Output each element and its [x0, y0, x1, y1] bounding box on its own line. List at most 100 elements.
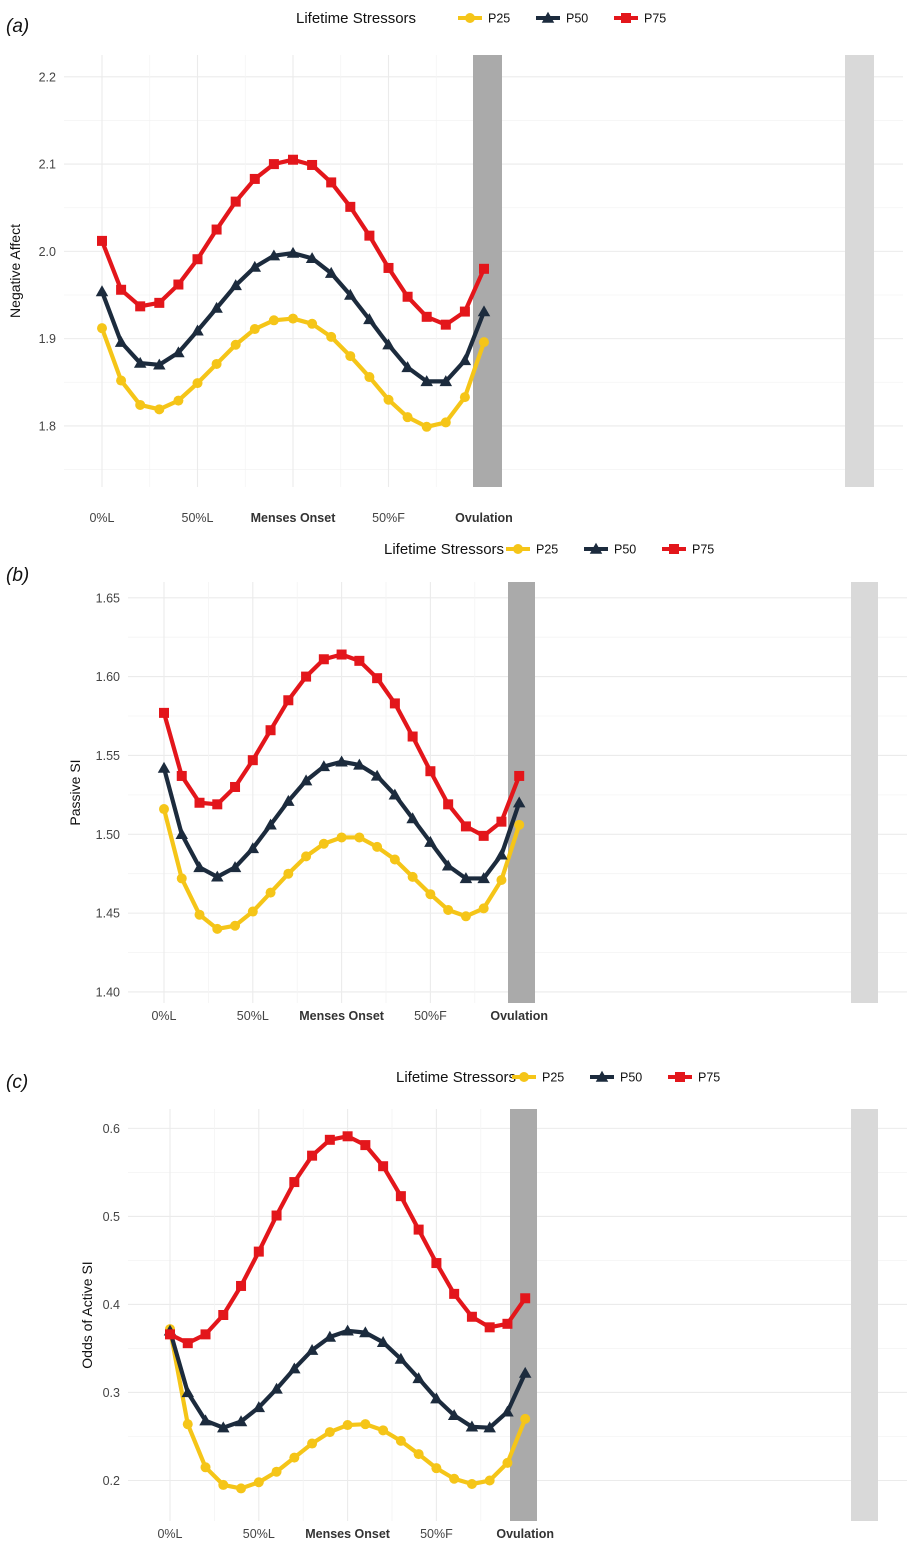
- data-point-p25: [520, 1413, 531, 1424]
- chart-panel-1: 1.8 1.9 2.0 2.1 2.2 0%L 50%L Menses Onset 50%F Ov…: [6, 10, 903, 525]
- data-point-p75: [176, 770, 187, 781]
- series-markers-p75: [165, 1131, 531, 1349]
- series-markers-p50: [95, 246, 491, 387]
- data-point-p25: [502, 1457, 513, 1468]
- panel-label: (a): [6, 16, 29, 37]
- data-point-p25: [236, 1483, 247, 1494]
- data-point-p75: [502, 1318, 513, 1329]
- data-point-p75: [265, 725, 276, 736]
- data-point-p75: [247, 755, 258, 766]
- y-tick-label: 1.40: [96, 985, 120, 999]
- data-point-p25: [265, 887, 276, 898]
- data-point-p75: [345, 201, 356, 212]
- series-markers-p25: [165, 1324, 531, 1494]
- data-point-p50: [282, 794, 295, 806]
- data-point-p75: [520, 1293, 531, 1304]
- data-point-p75: [194, 797, 205, 808]
- data-point-p50: [441, 859, 455, 871]
- data-point-p25: [459, 392, 470, 403]
- data-point-p25: [336, 832, 347, 843]
- legend-title: Lifetime Stressors: [296, 10, 416, 27]
- data-point-p75: [514, 770, 525, 781]
- data-point-p75: [421, 311, 432, 322]
- legend: Lifetime Stressors P25 P50 P75: [396, 1069, 720, 1086]
- data-point-p50: [229, 279, 242, 291]
- legend-label-p25: P25: [536, 543, 558, 557]
- y-tick-label: 2.2: [39, 70, 56, 84]
- y-tick-label: 0.3: [103, 1386, 120, 1400]
- chart-panel-3: 0.2 0.3 0.4 0.5 0.6 0%L 50%L Menses Onset 50%F Ov…: [6, 1069, 907, 1541]
- data-point-p50: [382, 338, 395, 350]
- data-point-p25: [182, 1419, 193, 1430]
- data-point-p75: [360, 1140, 371, 1151]
- data-point-p50: [394, 1352, 408, 1364]
- data-point-p75: [253, 1246, 264, 1257]
- data-point-p50: [267, 249, 281, 261]
- legend-key-marker: [465, 13, 475, 23]
- data-point-p25: [200, 1462, 211, 1473]
- data-point-p25: [194, 909, 205, 920]
- data-point-p25: [301, 851, 312, 862]
- data-point-p75: [478, 830, 489, 841]
- data-point-p25: [372, 841, 383, 852]
- x-tick-label: Ovulation: [496, 1527, 554, 1541]
- x-tick-label: Menses Onset: [251, 511, 337, 525]
- data-point-p75: [249, 173, 260, 184]
- data-point-p50: [246, 842, 260, 854]
- data-point-p25: [288, 313, 298, 324]
- panel-label: (b): [6, 565, 29, 586]
- data-point-p75: [212, 799, 223, 810]
- legend: Lifetime Stressors P25 P50 P75: [384, 541, 714, 558]
- legend-title: Lifetime Stressors: [384, 541, 504, 558]
- data-point-p50: [252, 1401, 266, 1413]
- data-point-p50: [406, 812, 419, 824]
- data-point-p25: [212, 923, 223, 934]
- data-point-p75: [402, 291, 413, 302]
- data-point-p75: [440, 319, 451, 330]
- data-point-p50: [465, 1420, 479, 1432]
- y-tick-label: 2.1: [39, 158, 56, 172]
- data-point-p25: [407, 871, 418, 882]
- data-point-p75: [383, 262, 394, 273]
- x-tick-label: 50%L: [243, 1527, 275, 1541]
- data-point-p75: [318, 654, 329, 665]
- data-point-p50: [512, 796, 526, 808]
- x-tick-label: Menses Onset: [299, 1009, 385, 1023]
- data-point-p50: [439, 375, 453, 387]
- data-point-p50: [447, 1409, 461, 1421]
- data-point-p75: [484, 1322, 495, 1333]
- data-point-p25: [116, 375, 127, 386]
- data-point-p50: [495, 848, 508, 860]
- data-point-p50: [286, 246, 300, 258]
- legend-key-marker: [669, 544, 679, 554]
- data-point-p75: [289, 1177, 300, 1188]
- data-point-p50: [420, 375, 433, 387]
- x-tick-label: 50%F: [372, 511, 405, 525]
- shaded-region-ovulation: [851, 1109, 878, 1521]
- data-point-p75: [378, 1161, 389, 1172]
- y-tick-label: 1.50: [96, 828, 120, 842]
- data-point-p25: [431, 1463, 442, 1474]
- y-tick-label: 0.6: [103, 1122, 120, 1136]
- legend-key-marker: [519, 1072, 529, 1082]
- shaded-region-ovulation: [851, 582, 878, 1003]
- data-point-p75: [154, 297, 165, 308]
- data-point-p75: [336, 649, 347, 660]
- data-point-p75: [159, 707, 169, 718]
- data-point-p50: [477, 872, 490, 884]
- x-tick-label: 50%L: [237, 1009, 269, 1023]
- data-point-p75: [288, 154, 298, 165]
- data-point-p50: [210, 301, 223, 313]
- data-point-p25: [253, 1477, 264, 1488]
- data-point-p50: [193, 861, 206, 873]
- x-tick-label: Menses Onset: [305, 1527, 391, 1541]
- legend-label-p25: P25: [542, 1071, 564, 1085]
- data-point-p25: [466, 1479, 477, 1490]
- data-point-p25: [192, 378, 203, 389]
- data-point-p75: [431, 1258, 442, 1269]
- data-point-p25: [364, 372, 375, 383]
- data-point-p75: [307, 1150, 318, 1161]
- data-point-p75: [326, 177, 337, 188]
- data-point-p50: [270, 1382, 283, 1394]
- legend-label-p50: P50: [566, 12, 588, 26]
